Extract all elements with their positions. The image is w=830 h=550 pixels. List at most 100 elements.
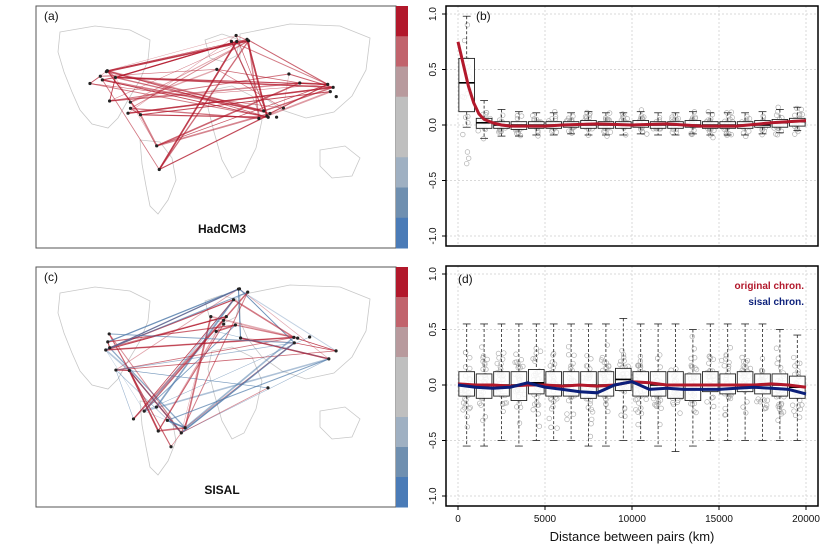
map-link [238, 288, 337, 352]
colorbar-segment [396, 6, 408, 37]
map-site [155, 144, 159, 148]
data-point [530, 113, 536, 119]
data-point [761, 406, 768, 412]
map-site [222, 322, 226, 326]
panel-d-label: (d) [458, 272, 473, 286]
map-site [108, 99, 112, 103]
map-site [296, 336, 300, 340]
data-point [462, 114, 469, 120]
colorbar-segment [396, 66, 408, 98]
data-point [497, 364, 503, 370]
data-point [689, 333, 695, 340]
data-point [500, 408, 506, 415]
data-point [464, 22, 471, 28]
data-point [587, 433, 594, 440]
x-tick-label: 5000 [534, 514, 557, 525]
map-link [140, 91, 331, 116]
data-point [755, 396, 761, 402]
map-site [233, 323, 237, 327]
data-point [728, 109, 735, 115]
map-link [144, 336, 310, 412]
data-point [706, 353, 713, 359]
map-link [105, 349, 130, 372]
colorbar-segment [396, 447, 408, 478]
data-point [588, 406, 594, 413]
data-point [759, 367, 765, 373]
map-link [216, 331, 329, 360]
map-link [143, 291, 249, 412]
map-link [158, 40, 249, 170]
map-link [139, 114, 158, 147]
map-site [106, 340, 110, 344]
smooth-line [456, 41, 807, 128]
data-point [482, 360, 488, 366]
map-site [100, 78, 104, 82]
data-point [673, 129, 679, 135]
data-point [568, 363, 574, 369]
data-point [503, 400, 510, 406]
map-site [156, 429, 160, 433]
data-point [710, 134, 716, 141]
data-point [464, 149, 471, 155]
map-site [169, 445, 173, 449]
data-point [467, 365, 473, 372]
data-point [746, 128, 752, 134]
data-point [483, 366, 489, 373]
data-point [778, 365, 784, 371]
data-point [587, 401, 593, 407]
data-point [689, 131, 695, 138]
map-site [334, 95, 338, 99]
colorbar-segment [396, 267, 408, 298]
data-point [795, 403, 802, 409]
data-point [705, 109, 711, 115]
map-link [109, 82, 300, 102]
map-link [107, 39, 248, 72]
data-point [638, 113, 645, 119]
data-point [532, 358, 538, 364]
data-point [669, 129, 675, 135]
data-point [463, 402, 469, 408]
data-point [798, 106, 804, 112]
data-point [550, 404, 556, 410]
map-panel-a: (a) HadCM3 [35, 5, 408, 249]
data-point [710, 356, 716, 362]
map-link [130, 107, 259, 120]
data-point [548, 396, 554, 403]
map-link [294, 342, 337, 352]
map-link [184, 336, 295, 429]
data-point [517, 365, 523, 371]
y-tick-label: -0.5 [428, 171, 439, 189]
data-point [466, 155, 472, 161]
y-tick-label: -1.0 [428, 227, 439, 245]
map-link [106, 71, 264, 112]
data-point [637, 362, 644, 368]
map-site [292, 341, 296, 345]
data-point [677, 410, 683, 416]
map-link [180, 291, 249, 434]
data-point [495, 350, 502, 357]
map-a-frame [35, 5, 397, 249]
data-point [691, 127, 697, 133]
data-point [638, 405, 644, 411]
data-point [584, 114, 590, 120]
data-point [514, 115, 521, 122]
data-point [482, 414, 488, 420]
data-point [547, 363, 553, 369]
map-link [130, 108, 141, 116]
map-site [104, 348, 108, 352]
map-site [229, 39, 234, 43]
map-link [293, 336, 337, 352]
map-link [109, 73, 289, 102]
map-link [299, 82, 328, 86]
map-site [274, 115, 279, 119]
data-point [774, 132, 781, 138]
data-point [498, 361, 504, 367]
box-body [528, 369, 545, 395]
panel-d-x-axis: 0 5000 10000 15000 20000 [455, 506, 820, 525]
map-link [239, 288, 295, 344]
data-point [513, 351, 519, 357]
map-link [158, 426, 186, 432]
data-point [773, 112, 780, 118]
panel-a-title: HadCM3 [198, 222, 246, 236]
map-c-links [104, 287, 338, 449]
